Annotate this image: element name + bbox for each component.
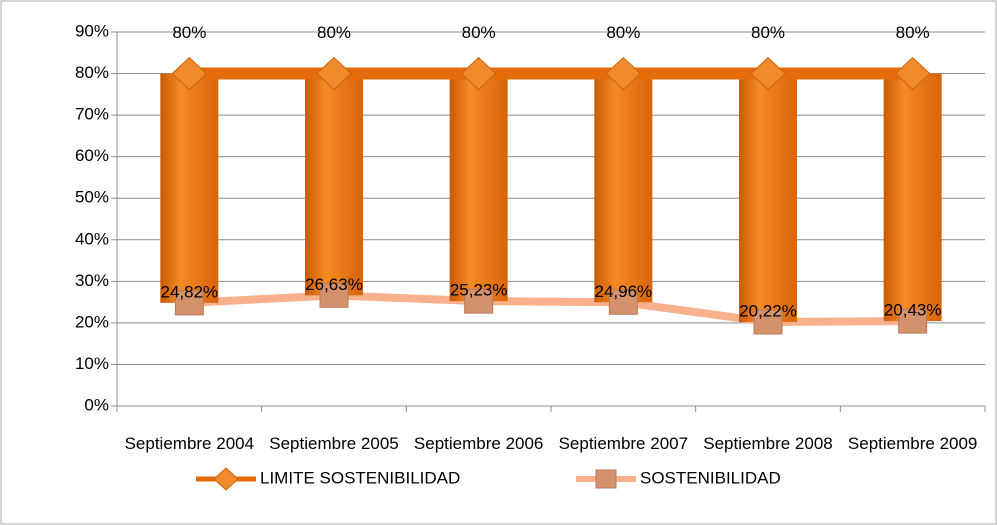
x-tick-label: Septiembre 2005	[269, 434, 399, 453]
marker	[464, 288, 494, 314]
y-tick-label: 40%	[75, 229, 109, 248]
updown-bar	[594, 73, 653, 303]
data-label: 20,22%	[739, 301, 797, 320]
y-tick-label: 80%	[75, 63, 109, 82]
updown-bar	[449, 73, 508, 302]
marker	[171, 56, 208, 91]
y-tick-label: 10%	[75, 354, 109, 373]
data-label: 24,82%	[160, 282, 218, 301]
marker	[894, 56, 931, 91]
y-tick-label: 0%	[84, 395, 109, 414]
data-label: 24,96%	[594, 282, 652, 301]
updown-bar	[883, 73, 942, 322]
legend-label: SOSTENIBILIDAD	[640, 468, 781, 487]
y-tick-label: 70%	[75, 105, 109, 124]
legend-marker	[595, 469, 617, 489]
updown-bar	[305, 73, 363, 296]
y-tick-label: 90%	[75, 21, 109, 40]
data-label: 80%	[896, 23, 930, 42]
marker	[174, 290, 204, 316]
marker	[898, 308, 928, 334]
marker	[605, 56, 642, 91]
x-tick-label: Septiembre 2007	[558, 434, 689, 453]
x-tick-label: Septiembre 2006	[413, 434, 544, 453]
data-label: 26,63%	[305, 275, 363, 294]
data-label: 80%	[751, 23, 785, 42]
data-label: 25,23%	[450, 281, 508, 300]
data-label: 20,43%	[884, 301, 942, 320]
y-tick-label: 20%	[75, 312, 109, 331]
marker	[316, 56, 352, 91]
updown-bar	[160, 73, 219, 303]
y-tick-label: 60%	[75, 146, 109, 165]
x-tick-label: Septiembre 2008	[703, 434, 833, 453]
marker	[750, 56, 786, 91]
x-tick-label: Septiembre 2004	[124, 434, 255, 453]
y-tick-label: 30%	[75, 271, 109, 290]
marker	[608, 289, 638, 315]
data-label: 80%	[172, 23, 206, 42]
x-tick-label: Septiembre 2009	[847, 434, 978, 453]
data-label: 80%	[317, 23, 351, 42]
marker	[460, 56, 497, 91]
y-tick-label: 50%	[75, 188, 109, 207]
data-label: 80%	[606, 23, 640, 42]
updown-bar	[739, 73, 797, 322]
marker	[319, 282, 349, 308]
data-label: 80%	[462, 23, 496, 42]
legend-marker	[213, 467, 239, 491]
marker	[753, 309, 783, 335]
legend-label: LIMITE SOSTENIBILIDAD	[260, 468, 460, 487]
